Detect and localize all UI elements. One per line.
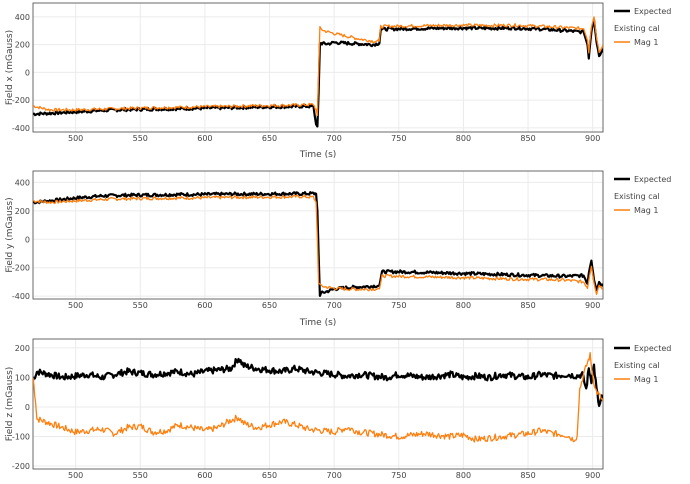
x-tick-label: 500 (68, 471, 83, 480)
x-tick-label: 900 (585, 301, 600, 310)
plot-frame (32, 2, 604, 133)
y-tick-label: -200 (12, 96, 30, 105)
legend-label-expected: Expected (634, 175, 671, 184)
series-line-expected (33, 191, 603, 297)
x-tick-label: 850 (520, 134, 535, 143)
series-line-expected (33, 357, 603, 407)
x-axis-label: Time (s) (299, 318, 337, 328)
x-tick-label: 500 (68, 134, 83, 143)
y-tick-label: 0 (25, 403, 30, 412)
legend-label-mag1: Mag 1 (634, 375, 659, 384)
x-tick-label: 500 (68, 301, 83, 310)
series-line-mag-1 (33, 194, 603, 296)
chart-panel-3: 500 550 600 650 700 750 800 850 900 -200 -100 0 100 2… (5, 338, 671, 480)
x-tick-label: 900 (585, 134, 600, 143)
x-tick-label: 750 (391, 471, 406, 480)
legend-label-mag1: Mag 1 (634, 206, 659, 215)
y-tick-label: -200 (12, 264, 30, 273)
legend-group-title: Existing cal (614, 192, 660, 201)
chart-panel-2: 500 550 600 650 700 750 800 850 900 -400 -200 0 200 4… (5, 170, 671, 328)
legend-label-expected: Expected (634, 344, 671, 353)
y-tick-label: 400 (15, 178, 30, 187)
plot-frame (32, 170, 604, 300)
y-tick-label: -400 (12, 292, 30, 301)
y-axis-label: Field x (mGauss) (5, 30, 15, 105)
plot-frame (32, 338, 604, 470)
x-tick-label: 900 (585, 471, 600, 480)
legend-label-expected: Expected (634, 7, 671, 16)
legend-group-title: Existing cal (614, 24, 660, 33)
x-tick-label: 600 (197, 471, 212, 480)
x-tick-label: 800 (456, 471, 471, 480)
y-tick-label: -100 (12, 433, 30, 442)
x-tick-label: 600 (197, 134, 212, 143)
x-tick-label: 700 (327, 134, 342, 143)
x-tick-label: 700 (327, 301, 342, 310)
x-tick-label: 800 (456, 134, 471, 143)
y-tick-label: 400 (15, 13, 30, 22)
x-tick-label: 550 (133, 471, 148, 480)
x-tick-label: 650 (262, 471, 277, 480)
y-tick-label: -200 (12, 462, 30, 471)
y-axis-label: Field z (mGauss) (5, 367, 15, 442)
x-tick-label: 700 (327, 471, 342, 480)
y-tick-label: 200 (15, 41, 30, 50)
x-tick-label: 800 (456, 301, 471, 310)
x-tick-label: 550 (133, 134, 148, 143)
x-tick-label: 550 (133, 301, 148, 310)
x-tick-label: 850 (520, 471, 535, 480)
y-tick-label: 0 (25, 235, 30, 244)
x-tick-label: 650 (262, 134, 277, 143)
y-tick-label: 200 (15, 344, 30, 353)
series-line-mag-1 (33, 351, 603, 443)
chart-panel-1: 500 550 600 650 700 750 800 850 900 -400 -200 0 200 4… (5, 2, 671, 160)
legend-label-mag1: Mag 1 (634, 38, 659, 47)
x-tick-label: 650 (262, 301, 277, 310)
y-tick-label: -400 (12, 124, 30, 133)
x-tick-label: 850 (520, 301, 535, 310)
x-tick-label: 750 (391, 301, 406, 310)
series-line-mag-1 (33, 16, 603, 117)
y-tick-label: 200 (15, 207, 30, 216)
x-axis-label: Time (s) (299, 150, 337, 160)
legend-group-title: Existing cal (614, 361, 660, 370)
x-tick-label: 600 (197, 301, 212, 310)
y-tick-label: 0 (25, 68, 30, 77)
y-tick-label: 100 (15, 373, 30, 382)
y-axis-label: Field y (mGauss) (5, 197, 15, 272)
x-tick-label: 750 (391, 134, 406, 143)
